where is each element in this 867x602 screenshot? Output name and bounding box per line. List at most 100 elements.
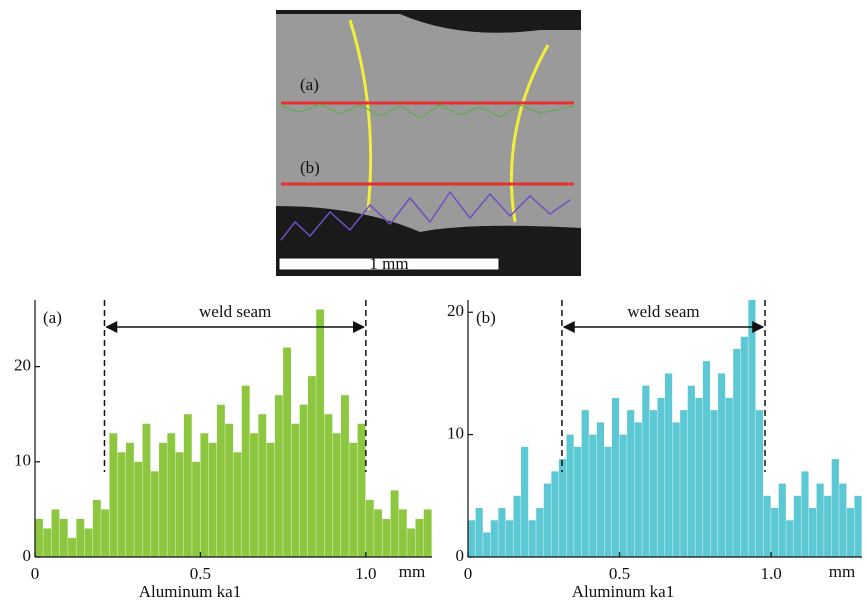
bar — [816, 483, 824, 557]
bar — [225, 423, 234, 557]
bar — [125, 442, 134, 557]
bar — [566, 434, 574, 557]
profile-trace — [280, 103, 575, 119]
bar — [274, 395, 283, 557]
bar — [543, 483, 551, 557]
bar — [695, 397, 703, 557]
bar — [357, 423, 366, 557]
bar — [175, 452, 184, 557]
bar — [390, 490, 399, 557]
bar — [846, 508, 855, 557]
micrograph: (a) (b) 1 mm — [276, 10, 581, 276]
bar — [241, 385, 250, 557]
bar — [398, 509, 407, 557]
bar — [718, 373, 726, 557]
x-unit: mm — [399, 562, 425, 581]
bar — [468, 520, 476, 557]
y-tick-label: 10 — [447, 424, 464, 443]
annotation: weld seam — [627, 302, 699, 321]
bar — [831, 459, 839, 557]
bar — [101, 509, 110, 557]
bar — [200, 433, 209, 557]
bar — [423, 509, 432, 557]
line-label: (a) — [300, 75, 319, 94]
y-tick-label: 20 — [14, 356, 31, 375]
bar — [109, 433, 118, 557]
scale-bar — [278, 257, 500, 271]
bar — [307, 376, 316, 557]
bar — [490, 520, 498, 557]
bar — [159, 442, 167, 557]
bar — [208, 442, 217, 557]
x-tick-label: 1.0 — [355, 564, 376, 583]
bar — [551, 471, 559, 557]
bar — [349, 442, 358, 557]
bar — [771, 508, 779, 557]
bar — [657, 397, 665, 557]
bar — [258, 414, 267, 557]
bar — [528, 520, 536, 557]
bar — [611, 397, 620, 557]
bar — [824, 495, 832, 557]
bar — [92, 499, 101, 557]
y-tick-label: 10 — [14, 451, 31, 470]
bar — [513, 495, 521, 557]
bar — [68, 537, 76, 557]
x-tick-label: 0.5 — [609, 564, 630, 583]
bar — [505, 520, 514, 557]
bar — [627, 410, 635, 557]
bar — [192, 461, 201, 557]
bar — [786, 520, 794, 557]
scale-bar-label: 1 mm — [369, 254, 408, 273]
bar — [763, 495, 771, 557]
bar — [581, 410, 589, 557]
bar — [216, 404, 225, 557]
bar — [801, 471, 809, 557]
bar — [854, 495, 862, 557]
fusion-line — [348, 19, 373, 211]
bar — [558, 459, 567, 557]
bar — [733, 348, 741, 557]
bar — [382, 518, 391, 557]
bar — [250, 433, 258, 557]
bar — [793, 495, 801, 557]
bar — [374, 509, 382, 557]
profile-trace — [280, 190, 571, 241]
bar — [778, 483, 786, 557]
bar — [415, 518, 424, 557]
bar — [808, 508, 817, 557]
x-unit: mm — [829, 562, 855, 581]
y-tick-label: 0 — [456, 546, 465, 565]
bar — [76, 518, 85, 557]
bar — [702, 361, 711, 557]
bar — [84, 528, 93, 557]
bar — [316, 309, 325, 557]
line-label: (b) — [300, 158, 320, 177]
bar — [665, 373, 673, 557]
bar — [150, 471, 159, 557]
x-tick-label: 0.5 — [190, 564, 211, 583]
bar — [687, 385, 695, 557]
bar — [839, 483, 847, 557]
bar — [167, 433, 176, 557]
bar — [475, 508, 483, 557]
fusion-line — [509, 44, 550, 223]
bar — [710, 410, 718, 557]
bar — [324, 414, 333, 557]
bar — [233, 452, 242, 557]
bar — [291, 423, 300, 557]
bar — [341, 395, 349, 557]
bar — [407, 528, 416, 557]
bar — [740, 336, 748, 557]
weld-region — [276, 14, 581, 232]
x-tick-label: 0 — [31, 564, 40, 583]
x-tick-label: 0 — [464, 564, 473, 583]
bar — [680, 410, 688, 557]
bar — [725, 397, 733, 557]
bar — [634, 422, 642, 557]
y-tick-label: 20 — [447, 301, 464, 320]
bar — [51, 509, 60, 557]
bar — [748, 300, 756, 557]
bar — [672, 422, 680, 557]
